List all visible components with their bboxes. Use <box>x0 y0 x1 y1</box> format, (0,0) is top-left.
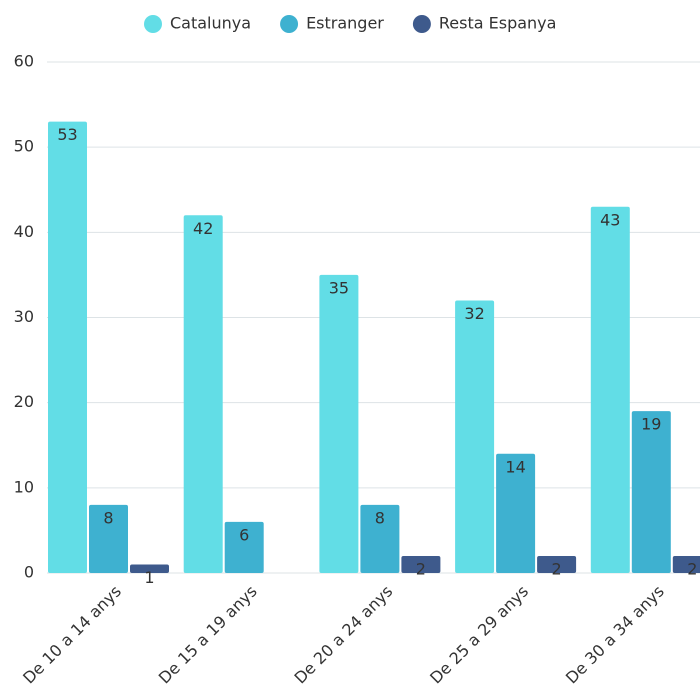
bar <box>360 504 400 573</box>
data-label: 2 <box>687 559 697 578</box>
bar <box>224 521 264 573</box>
data-label: 8 <box>103 508 113 527</box>
data-label: 19 <box>641 415 661 434</box>
legend-label: Resta Espanya <box>439 14 557 33</box>
data-label: 8 <box>375 508 385 527</box>
bar <box>672 555 700 573</box>
data-label: 42 <box>193 219 213 238</box>
y-tick-label: 50 <box>14 137 34 156</box>
y-tick-label: 0 <box>24 563 34 582</box>
bar <box>89 504 128 573</box>
data-label: 1 <box>144 568 154 587</box>
data-label: 32 <box>464 304 484 323</box>
bar <box>455 300 495 573</box>
bar <box>183 215 223 574</box>
y-tick-label: 10 <box>14 477 34 496</box>
x-tick-label: De 30 a 34 anys <box>562 582 668 688</box>
y-tick-label: 30 <box>14 307 34 326</box>
x-tick-label: De 25 a 29 anys <box>426 582 532 688</box>
y-tick-label: 20 <box>14 392 34 411</box>
bar <box>631 411 671 573</box>
data-label: 53 <box>57 125 77 144</box>
bar <box>48 121 87 573</box>
legend: Catalunya Estranger Resta Espanya <box>144 14 557 33</box>
bar <box>590 206 630 574</box>
bar <box>401 555 441 573</box>
x-tick-label: De 15 a 19 anys <box>155 582 261 688</box>
data-label: 2 <box>552 559 562 578</box>
bar <box>130 564 169 573</box>
data-label: 35 <box>329 278 349 297</box>
legend-swatch <box>280 15 299 33</box>
legend-label: Catalunya <box>170 14 251 33</box>
data-label: 6 <box>239 525 249 544</box>
bar <box>496 453 536 573</box>
x-tick-label: De 10 a 14 anys <box>19 582 125 688</box>
legend-swatch <box>144 15 162 33</box>
legend-label: Estranger <box>306 14 384 33</box>
bar <box>319 274 359 573</box>
legend-swatch <box>412 15 431 33</box>
y-tick-label: 60 <box>14 52 34 71</box>
y-tick-label: 40 <box>14 222 34 241</box>
data-label: 2 <box>416 559 426 578</box>
data-label: 14 <box>505 457 525 476</box>
x-tick-label: De 20 a 24 anys <box>290 582 396 688</box>
bar <box>537 555 577 573</box>
data-label: 43 <box>600 210 620 229</box>
